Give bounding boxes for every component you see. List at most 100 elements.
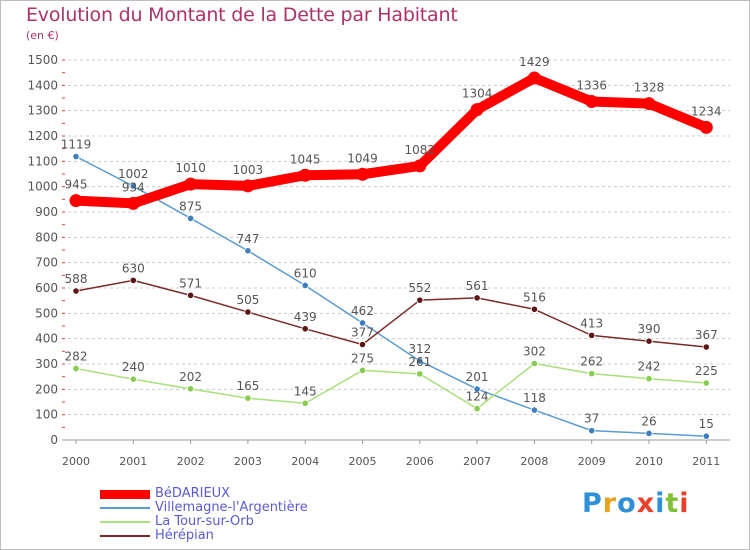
data-point [588, 331, 596, 339]
data-point [645, 429, 653, 438]
data-label: 242 [638, 360, 661, 374]
data-point [187, 291, 195, 299]
data-label: 26 [641, 414, 656, 428]
data-label: 37 [584, 412, 599, 426]
data-label: 275 [351, 351, 374, 365]
data-point [473, 385, 481, 393]
x-tick-label: 2008 [520, 455, 548, 468]
data-label: 1003 [233, 163, 264, 177]
data-label: 1429 [519, 55, 550, 69]
x-tick-label: 2000 [62, 455, 90, 468]
data-point [72, 287, 80, 295]
data-point [301, 325, 309, 333]
data-point [645, 337, 653, 345]
data-label: 145 [294, 384, 317, 398]
data-point [473, 294, 481, 302]
y-tick-label: 1000 [27, 180, 58, 194]
data-point [473, 404, 481, 413]
data-point [126, 196, 140, 210]
x-tick-label: 2006 [406, 455, 434, 468]
data-label: 552 [408, 281, 431, 295]
data-label: 1082 [405, 143, 436, 157]
data-point [244, 308, 252, 316]
logo-letter: t [665, 488, 680, 519]
data-label: 312 [408, 342, 431, 356]
x-tick-label: 2011 [692, 455, 720, 468]
data-point [301, 399, 309, 407]
data-point [416, 296, 424, 304]
data-label: 945 [65, 178, 88, 192]
data-label: 1304 [462, 87, 493, 101]
data-label: 165 [236, 379, 259, 393]
data-label: 1234 [691, 104, 722, 118]
legend-label: BéDARIEUX [155, 486, 231, 501]
data-label: 747 [236, 232, 259, 246]
y-tick-label: 1200 [27, 129, 58, 143]
data-label: 118 [523, 391, 546, 405]
data-point [588, 370, 596, 378]
data-point [702, 432, 710, 440]
data-point [527, 71, 541, 85]
x-tick-label: 2007 [463, 455, 491, 468]
data-point [358, 340, 367, 349]
data-label: 462 [351, 304, 374, 318]
legend-swatch [100, 507, 150, 509]
data-point [699, 120, 713, 134]
y-tick-label: 1100 [27, 154, 58, 168]
legend-swatch [100, 490, 150, 499]
logo-letter: x [636, 488, 656, 519]
data-point [416, 357, 424, 365]
data-label: 261 [408, 355, 431, 369]
data-point [241, 179, 255, 193]
data-point [358, 366, 367, 374]
data-point [129, 276, 137, 284]
data-label: 201 [466, 370, 489, 384]
x-tick-label: 2002 [177, 455, 205, 468]
x-tick-label: 2001 [119, 455, 147, 468]
data-point [356, 167, 369, 181]
data-label: 240 [122, 360, 145, 374]
data-label: 302 [523, 344, 546, 358]
data-label: 630 [122, 261, 145, 275]
data-label: 561 [466, 279, 489, 293]
data-label: 367 [695, 328, 718, 342]
series-line [75, 279, 708, 348]
data-label: 1336 [576, 79, 607, 93]
data-label: 15 [699, 417, 714, 431]
data-point [244, 247, 252, 255]
data-point [642, 97, 656, 111]
data-point [298, 168, 312, 182]
x-tick-label: 2009 [578, 455, 606, 468]
data-label: 1049 [347, 151, 378, 165]
data-label: 202 [179, 370, 202, 384]
data-label: 588 [65, 272, 88, 286]
data-label: 262 [580, 355, 603, 369]
y-tick-label: 800 [35, 230, 58, 244]
data-label: 377 [351, 325, 374, 339]
data-point [585, 95, 599, 109]
data-label: 1002 [118, 167, 149, 181]
data-point [72, 152, 80, 161]
data-label: 225 [695, 364, 718, 378]
y-tick-label: 700 [35, 256, 58, 270]
legend-label: Hérépian [155, 528, 214, 543]
data-point [129, 182, 137, 190]
chart-title: Evolution du Montant de la Dette par Hab… [26, 4, 458, 26]
y-tick-label: 1500 [27, 53, 58, 67]
data-label: 875 [179, 199, 202, 213]
data-point [184, 177, 198, 191]
data-point [530, 359, 539, 368]
y-tick-label: 1400 [27, 78, 58, 92]
chart-unit-subtitle: (en €) [26, 29, 59, 42]
legend-label: Villemagne-l'Argentière [155, 500, 308, 515]
y-tick-label: 1300 [27, 104, 58, 118]
x-tick-label: 2003 [234, 455, 262, 468]
y-tick-label: 600 [35, 281, 58, 295]
data-point [416, 370, 424, 378]
data-label: 390 [638, 322, 661, 336]
series-line [71, 72, 712, 209]
logo-letter: o [617, 488, 637, 519]
series-line [75, 155, 708, 437]
data-label: 934 [122, 180, 145, 194]
y-tick-label: 400 [35, 332, 58, 346]
